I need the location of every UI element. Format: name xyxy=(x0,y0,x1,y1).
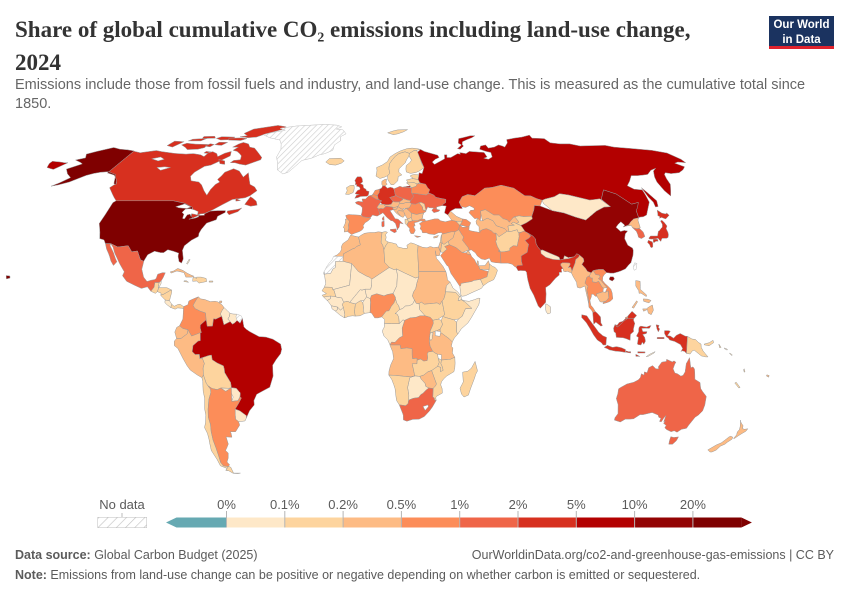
svg-text:10%: 10% xyxy=(622,497,648,512)
svg-text:20%: 20% xyxy=(680,497,706,512)
svg-text:5%: 5% xyxy=(567,497,586,512)
svg-text:2%: 2% xyxy=(509,497,528,512)
svg-text:0%: 0% xyxy=(217,497,236,512)
svg-text:1%: 1% xyxy=(450,497,469,512)
svg-text:No data: No data xyxy=(99,497,145,512)
svg-text:0.1%: 0.1% xyxy=(270,497,300,512)
svg-text:0.2%: 0.2% xyxy=(328,497,358,512)
svg-text:0.5%: 0.5% xyxy=(387,497,417,512)
